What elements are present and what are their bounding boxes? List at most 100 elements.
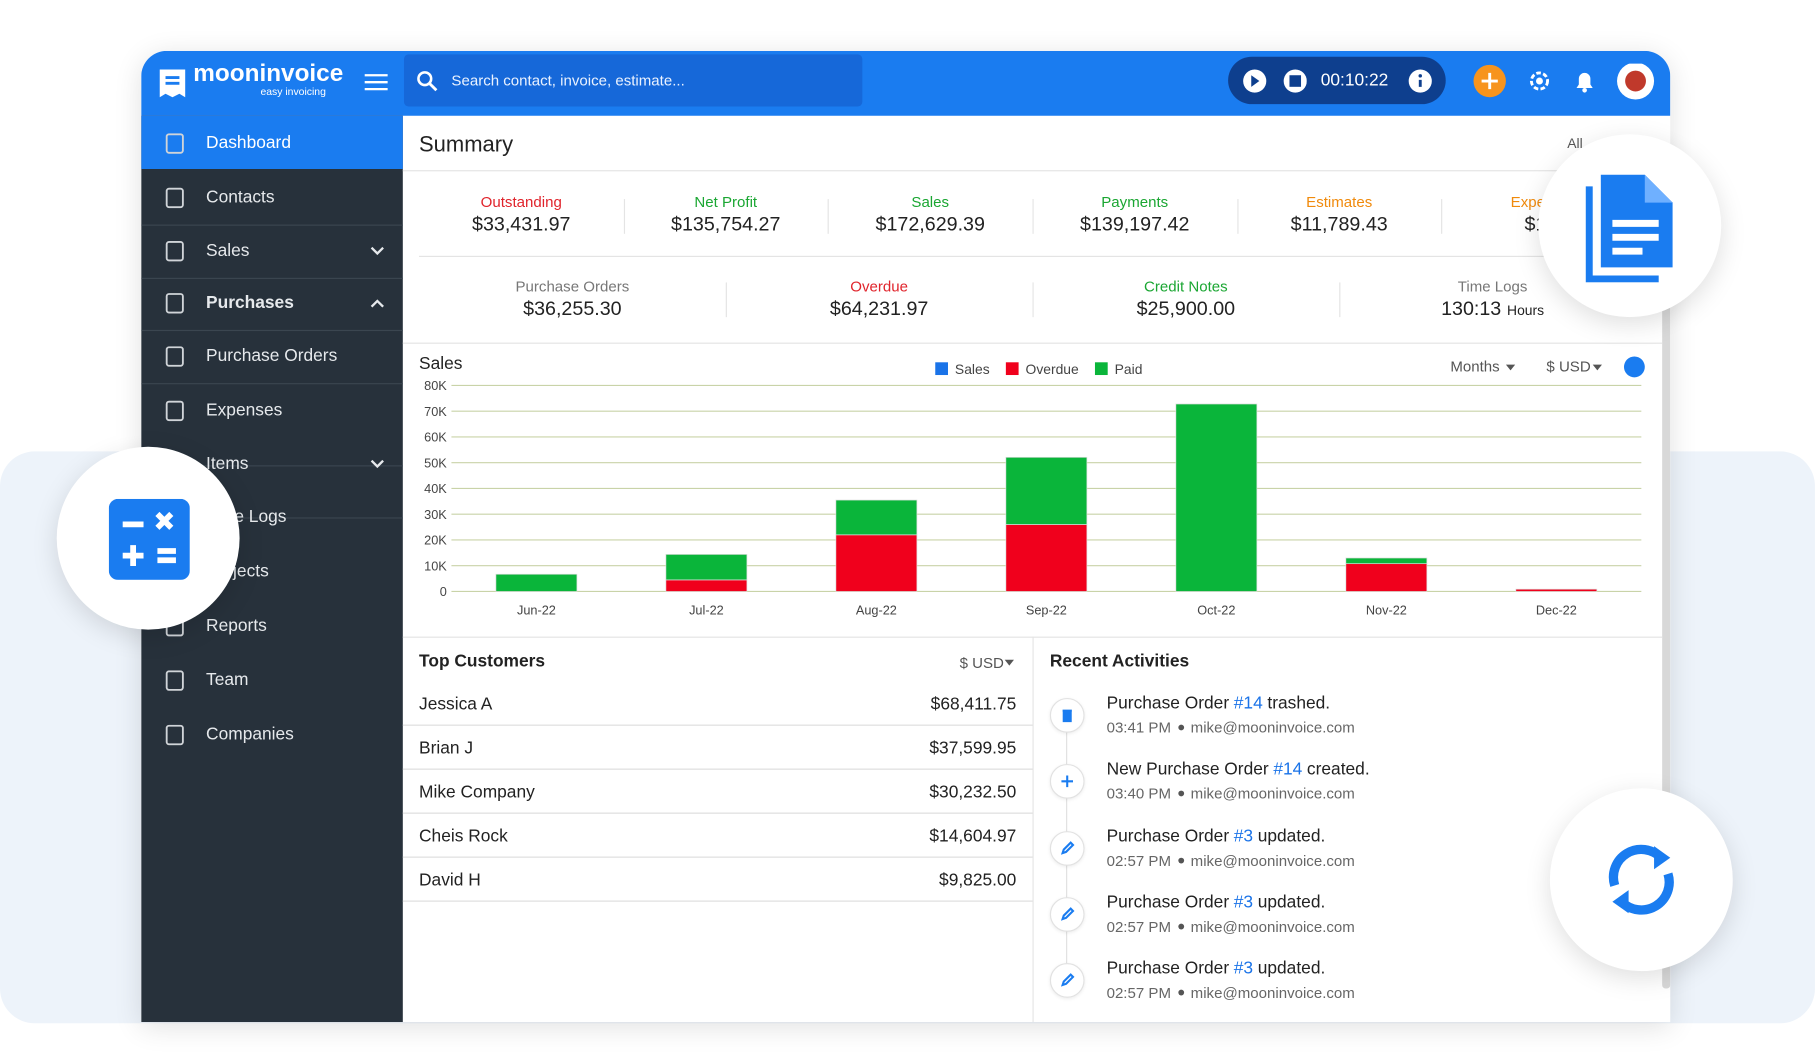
- customer-name: David H: [419, 870, 481, 891]
- customer-amount: $37,599.95: [929, 738, 1017, 759]
- customer-row[interactable]: Jessica A $68,411.75: [402, 682, 1033, 726]
- legend-label: Sales: [955, 361, 990, 377]
- stat-label: Purchase Orders: [515, 277, 630, 296]
- stat-divider: [1032, 199, 1034, 234]
- summary-filter[interactable]: All: [1567, 135, 1583, 152]
- activity-part: updated.: [1257, 892, 1326, 912]
- activity-link[interactable]: #14: [1233, 693, 1263, 714]
- nav-item[interactable]: Purchase Orders: [141, 329, 403, 382]
- divider: [419, 255, 1663, 257]
- search-box[interactable]: Search contact, invoice, estimate...: [403, 54, 863, 107]
- customer-row[interactable]: David H $9,825.00: [402, 858, 1033, 902]
- currency-select[interactable]: $ USD: [959, 653, 1004, 672]
- search-placeholder: Search contact, invoice, estimate...: [451, 71, 685, 90]
- activity-time: 02:57 PM: [1106, 917, 1171, 936]
- activity-user: mike@mooninvoice.com: [1190, 851, 1355, 869]
- currency-select[interactable]: $ USD: [1546, 359, 1590, 376]
- stat-label: Net Profit: [694, 193, 758, 211]
- activity-link[interactable]: #3: [1233, 892, 1254, 912]
- nav-item[interactable]: Team: [141, 653, 403, 706]
- sync-badge: [1549, 788, 1733, 972]
- y-tick-label: 30K: [424, 507, 447, 522]
- nav-label: Purchases: [206, 292, 294, 313]
- sync-icon: [1608, 844, 1674, 915]
- bullet: [1177, 724, 1184, 731]
- nav-item[interactable]: Sales: [141, 223, 403, 276]
- stat-label: Time Logs: [1457, 277, 1528, 296]
- customer-row[interactable]: Cheis Rock $14,604.97: [402, 814, 1033, 858]
- info-icon[interactable]: [1408, 68, 1433, 93]
- divider: [402, 342, 1663, 344]
- stat-unit: Hours: [1507, 302, 1545, 319]
- activity-part: created.: [1306, 759, 1370, 780]
- nav-item[interactable]: Dashboard: [141, 115, 403, 169]
- customer-name: Cheis Rock: [419, 826, 508, 847]
- separator: [141, 517, 403, 519]
- separator: [141, 277, 403, 279]
- menu-button[interactable]: [364, 72, 388, 93]
- stat-divider: [827, 199, 830, 234]
- activity-part: Purchase Order: [1106, 825, 1230, 846]
- nav-icon: [165, 400, 184, 422]
- top-actions[interactable]: [1472, 63, 1663, 103]
- customer-amount: $68,411.75: [930, 694, 1017, 715]
- nav-item[interactable]: Purchases: [141, 275, 403, 328]
- activity-link[interactable]: #3: [1233, 958, 1254, 979]
- activity-glyph: [1060, 973, 1075, 987]
- nav-item[interactable]: Expenses: [141, 383, 403, 436]
- chevron: [370, 459, 384, 469]
- chart-title: Sales: [419, 353, 463, 373]
- divider: [402, 170, 1663, 172]
- nav-icon: [165, 670, 184, 691]
- customer-row[interactable]: Mike Company $30,232.50: [402, 770, 1033, 814]
- dropdown-arrow: [1004, 659, 1014, 666]
- activity-part: updated.: [1257, 825, 1326, 846]
- activity-part: trashed.: [1267, 693, 1331, 714]
- activity-meta: 03:40 PM mike@mooninvoice.com: [1107, 785, 1355, 802]
- activity-text: Purchase Order #14 trashed.: [1107, 693, 1335, 713]
- customer-row[interactable]: Brian J $37,599.95: [402, 726, 1033, 770]
- y-tick-label: 80K: [424, 378, 447, 393]
- activity-time: 02:57 PM: [1106, 851, 1171, 869]
- stat-divider: [725, 282, 727, 318]
- timer: 00:10:22: [1228, 56, 1446, 105]
- activity-meta: 02:57 PM mike@mooninvoice.com: [1107, 851, 1355, 868]
- tagline: easy invoicing: [260, 85, 326, 98]
- period-select[interactable]: Months: [1450, 359, 1499, 376]
- document-icon: [1585, 174, 1673, 283]
- legend-swatch: [1005, 362, 1019, 376]
- stat-value: $139,197.42: [1080, 212, 1190, 235]
- y-tick-label: 20K: [424, 533, 447, 548]
- dropdown-arrow: [1592, 364, 1602, 371]
- x-tick-label: Jul-22: [689, 603, 724, 618]
- search-icon: [417, 71, 438, 92]
- activity-part: Purchase Order: [1106, 958, 1230, 979]
- bar-segment: [1345, 557, 1428, 565]
- app-window: mooninvoice easy invoicing Search contac…: [141, 50, 1671, 1023]
- divider: [1032, 636, 1034, 1023]
- nav-item[interactable]: Contacts: [141, 170, 403, 223]
- activity-time: 03:40 PM: [1106, 785, 1171, 803]
- activity-icon: [1049, 963, 1085, 998]
- customer-amount: $9,825.00: [939, 870, 1017, 891]
- customer-name: Brian J: [419, 738, 474, 759]
- stat-value: 130:13 Hours: [1339, 297, 1646, 320]
- y-tick-label: 70K: [424, 404, 447, 419]
- separator: [141, 329, 403, 332]
- activity-link[interactable]: #14: [1273, 759, 1303, 780]
- timer-controls[interactable]: [1242, 68, 1307, 93]
- activity-link[interactable]: #3: [1233, 825, 1254, 846]
- nav-icon: [165, 187, 184, 209]
- activity-glyph: [1060, 840, 1075, 855]
- nav-icon: [165, 240, 184, 262]
- activity-text: Purchase Order #3 updated.: [1107, 892, 1330, 912]
- stat-divider: [1032, 282, 1034, 318]
- bar-segment: [1005, 456, 1088, 525]
- activity-part: Purchase Order: [1106, 693, 1230, 714]
- activity-icon: [1049, 697, 1085, 733]
- nav-icon: [165, 724, 184, 746]
- activity-icon: [1049, 830, 1085, 866]
- y-tick-label: 40K: [424, 481, 447, 496]
- nav-item[interactable]: Companies: [141, 707, 403, 760]
